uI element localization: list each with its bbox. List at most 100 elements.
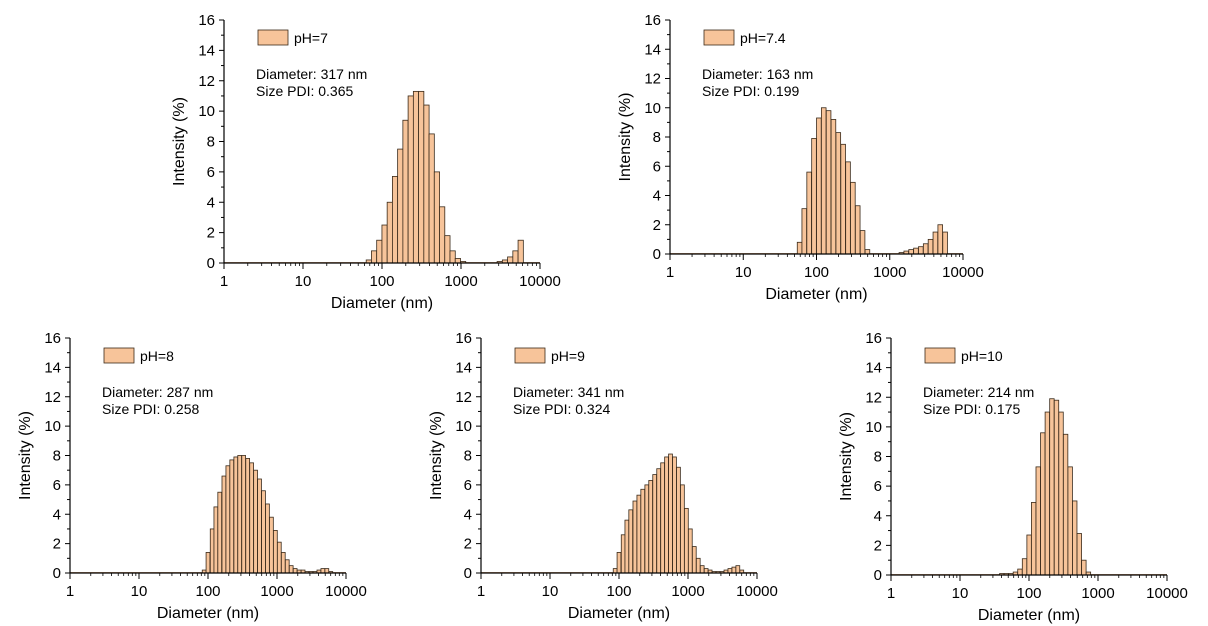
bar xyxy=(820,107,827,255)
bar xyxy=(840,143,846,255)
bar xyxy=(859,230,866,255)
bar xyxy=(816,117,822,255)
bar xyxy=(796,241,803,255)
bar xyxy=(668,453,673,574)
bar xyxy=(428,133,435,264)
bar xyxy=(664,456,669,574)
bar xyxy=(273,530,278,574)
bar xyxy=(1035,466,1041,576)
chart-panel-3: 0 2 4 6 8 10 12 14 16 1 10 100 1000 10000 Diameter (nm… xyxy=(17,330,367,622)
x-tick-label: 10000 xyxy=(325,583,367,600)
bar xyxy=(280,552,286,574)
bar xyxy=(412,90,420,264)
y-tick-label: 0 xyxy=(53,565,61,582)
x-tick-label: 100 xyxy=(369,273,394,290)
x-tick-label: 10000 xyxy=(519,273,561,290)
bar xyxy=(854,205,861,255)
bar xyxy=(636,494,642,574)
bar xyxy=(1026,534,1032,576)
bar xyxy=(449,250,456,264)
pdi-annotation: Size PDI: 0.199 xyxy=(702,83,799,99)
y-tick-label: 8 xyxy=(464,448,472,465)
bar xyxy=(731,566,737,574)
y-tick-label: 4 xyxy=(653,188,661,205)
bar xyxy=(830,119,837,255)
bar xyxy=(684,507,689,574)
bar xyxy=(1062,433,1069,576)
x-tick-label: 10 xyxy=(735,264,752,281)
bar xyxy=(221,475,227,574)
bar xyxy=(652,474,658,574)
x-tick-label: 10 xyxy=(295,273,312,290)
diameter-annotation: Diameter: 287 nm xyxy=(102,384,213,400)
bar xyxy=(433,171,440,264)
bar xyxy=(735,565,741,574)
x-tick-label: 100 xyxy=(195,583,220,600)
bar xyxy=(213,506,219,574)
y-tick-label: 14 xyxy=(455,359,472,376)
pdi-annotation: Size PDI: 0.365 xyxy=(256,83,353,99)
bar xyxy=(292,568,298,574)
bar xyxy=(517,239,524,264)
x-tick-label: 10 xyxy=(952,585,969,602)
bar xyxy=(628,509,634,574)
bar xyxy=(391,176,399,264)
y-tick-label: 6 xyxy=(653,158,661,175)
bar xyxy=(454,258,461,264)
bar xyxy=(937,224,943,255)
legend-swatch xyxy=(103,347,135,364)
bar xyxy=(1040,432,1046,576)
x-tick-label: 10000 xyxy=(1146,585,1188,602)
x-tick-label: 10 xyxy=(542,583,559,600)
y-axis-title: Intensity (%) xyxy=(428,411,445,500)
bar xyxy=(932,231,939,255)
y-tick-label: 6 xyxy=(464,477,472,494)
bar xyxy=(676,466,681,574)
y-tick-label: 4 xyxy=(53,506,61,523)
bar xyxy=(225,465,231,574)
y-tick-label: 8 xyxy=(874,449,882,466)
bar xyxy=(864,249,871,255)
legend-label: pH=7.4 xyxy=(740,30,786,46)
x-tick-label: 1000 xyxy=(260,583,293,600)
bar xyxy=(927,238,934,255)
bar xyxy=(1031,502,1037,576)
bar xyxy=(922,243,929,255)
y-tick-label: 12 xyxy=(865,389,882,406)
x-tick-label: 10000 xyxy=(736,583,778,600)
bar xyxy=(376,239,383,264)
x-tick-label: 1000 xyxy=(671,583,704,600)
y-axis-title: Intensity (%) xyxy=(17,411,34,500)
legend-label: pH=10 xyxy=(961,348,1003,364)
bar xyxy=(381,224,388,264)
y-tick-label: 2 xyxy=(464,536,472,553)
legend-swatch xyxy=(257,29,289,46)
y-tick-label: 4 xyxy=(874,508,882,525)
bar xyxy=(624,519,630,574)
bar xyxy=(648,480,654,574)
bar xyxy=(269,516,274,574)
bar xyxy=(845,161,851,255)
bar xyxy=(1053,399,1060,576)
bar xyxy=(811,138,817,255)
bar xyxy=(233,456,239,574)
y-tick-label: 12 xyxy=(455,389,472,406)
bar xyxy=(691,546,697,574)
bar xyxy=(699,565,705,574)
y-tick-label: 10 xyxy=(44,418,61,435)
bar xyxy=(835,132,842,255)
bar xyxy=(245,458,251,574)
y-tick-label: 12 xyxy=(644,71,661,88)
y-tick-label: 12 xyxy=(44,389,61,406)
bar xyxy=(620,534,626,574)
bar xyxy=(229,459,235,574)
pdi-annotation: Size PDI: 0.175 xyxy=(923,401,1020,417)
legend-label: pH=8 xyxy=(140,348,174,364)
x-axis-title: Diameter (nm) xyxy=(331,295,433,312)
bar xyxy=(249,462,254,574)
x-tick-label: 1000 xyxy=(873,264,906,281)
y-tick-label: 2 xyxy=(53,536,61,553)
bar xyxy=(257,478,262,574)
bar xyxy=(672,456,677,574)
